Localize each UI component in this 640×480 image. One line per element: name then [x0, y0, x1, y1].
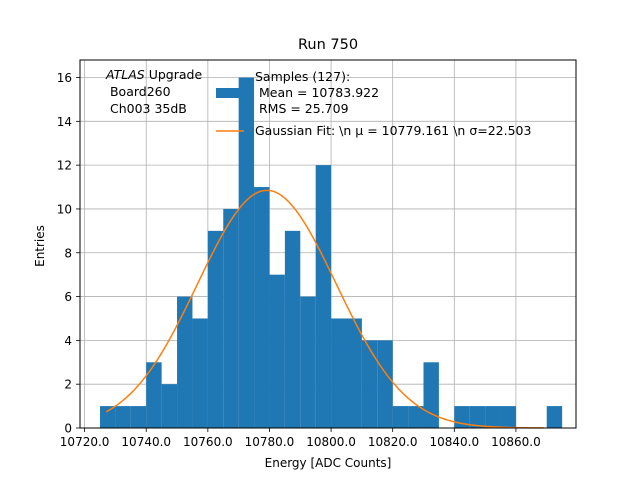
- histogram-bar: [146, 362, 162, 428]
- histogram-bar: [284, 230, 301, 428]
- histogram-bar: [177, 296, 193, 428]
- y-axis-ticks: 0 2 4 6 8 10 12 14 16: [57, 71, 80, 436]
- y-tick-label: 14: [57, 115, 72, 129]
- x-tick-label: 10720.0: [60, 435, 110, 449]
- legend-samples-line-2: Mean = 10783.922: [255, 85, 379, 100]
- y-tick-label: 0: [64, 422, 72, 436]
- histogram-bar: [408, 406, 424, 428]
- x-tick-label: 10760.0: [183, 435, 233, 449]
- y-tick-label: 6: [64, 290, 72, 304]
- legend-swatch-samples: [216, 88, 244, 98]
- histogram-bars: [100, 77, 563, 429]
- annotation-channel: Ch003 35dB: [106, 101, 187, 116]
- x-tick-label: 10780.0: [245, 435, 295, 449]
- histogram-bar: [346, 318, 362, 428]
- gaussian-fit: [105, 189, 544, 429]
- y-tick-label: 4: [64, 334, 72, 348]
- annotation-experiment: ATLAS: [105, 67, 145, 82]
- histogram-bar: [485, 406, 501, 428]
- histogram-bar: [100, 406, 116, 428]
- plot-frame: [79, 59, 577, 429]
- x-axis-ticks: 10720.0 10740.0 10760.0 10780.0 10800.0 10820…: [60, 428, 541, 449]
- histogram-bar: [500, 406, 516, 428]
- histogram-bar: [269, 274, 285, 428]
- x-tick-label: 10860.0: [491, 435, 541, 449]
- x-tick-label: 10840.0: [429, 435, 479, 449]
- experiment-annotation: ATLAS Upgrade Board260 Ch003 35dB: [105, 67, 202, 116]
- legend-fit-label: Gaussian Fit: \n μ = 10779.161 \n σ=22.5…: [255, 123, 531, 138]
- legend: Samples (127): Mean = 10783.922 RMS = 25…: [216, 69, 531, 138]
- chart-title: Run 750: [298, 37, 358, 53]
- histogram-bar: [469, 406, 486, 428]
- legend-samples-line-1: Samples (127):: [255, 69, 350, 84]
- x-tick-label: 10820.0: [368, 435, 418, 449]
- annotation-suffix: Upgrade: [145, 67, 203, 82]
- y-tick-label: 2: [64, 378, 72, 392]
- y-tick-label: 16: [57, 71, 72, 85]
- histogram-bar: [254, 187, 270, 428]
- histogram-bar: [361, 340, 378, 428]
- histogram-bar: [331, 318, 347, 428]
- histogram-bar: [315, 165, 332, 428]
- histogram-bar: [223, 208, 239, 428]
- y-tick-label: 8: [64, 246, 72, 260]
- annotation-board: Board260: [106, 84, 171, 99]
- histogram-bar: [238, 77, 255, 429]
- x-tick-label: 10740.0: [121, 435, 171, 449]
- gaussian-fit-line: [105, 189, 544, 429]
- y-axis-label: Entries: [33, 225, 47, 267]
- histogram-bar: [423, 362, 439, 428]
- legend-samples-line-3: RMS = 25.709: [255, 101, 349, 116]
- histogram-bar: [300, 296, 316, 428]
- x-axis-label: Energy [ADC Counts]: [265, 456, 392, 470]
- histogram-bar: [392, 406, 409, 428]
- histogram-bar: [377, 340, 393, 428]
- histogram-bar: [161, 384, 178, 428]
- x-tick-label: 10800.0: [306, 435, 356, 449]
- histogram-bar: [130, 406, 147, 428]
- y-tick-label: 12: [57, 159, 72, 173]
- svg-text:ATLAS Upgrade: ATLAS Upgrade: [105, 67, 202, 82]
- histogram-bar: [207, 230, 224, 428]
- histogram-bar: [115, 406, 131, 428]
- y-tick-label: 10: [57, 202, 72, 216]
- histogram-bar: [192, 318, 208, 428]
- histogram-bar: [546, 406, 563, 428]
